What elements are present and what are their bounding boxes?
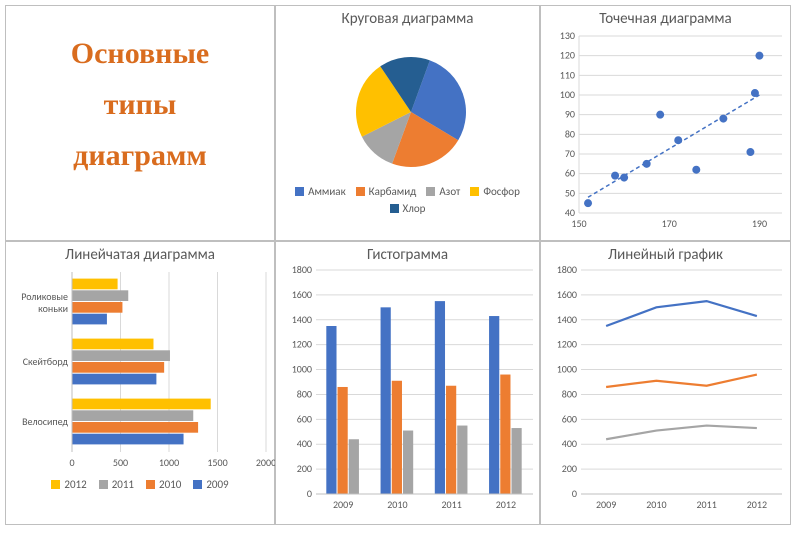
svg-text:200: 200 bbox=[297, 462, 312, 475]
line-panel: Линейный график 0 200 400 600 800 1000 1200 140… bbox=[540, 241, 791, 525]
svg-text:90: 90 bbox=[565, 108, 575, 121]
svg-text:2011: 2011 bbox=[441, 498, 461, 511]
svg-text:100: 100 bbox=[560, 88, 575, 101]
legend-item: Карбамид bbox=[356, 185, 417, 198]
chart-grid: Основные типы диаграмм Круговая диаграмм… bbox=[0, 0, 800, 541]
svg-text:1800: 1800 bbox=[292, 266, 312, 276]
line-chart: 0 200 400 600 800 1000 1200 1400 1600 1800 2009 201… bbox=[541, 266, 792, 516]
line-title: Линейный график bbox=[541, 246, 790, 264]
histogram-title: Гистограмма bbox=[276, 246, 539, 264]
title-cell: Основные типы диаграмм bbox=[5, 5, 275, 241]
svg-text:500: 500 bbox=[113, 456, 128, 469]
barh-panel: Линейчатая диаграмма 0500100015002000Рол… bbox=[5, 241, 275, 525]
svg-text:190: 190 bbox=[752, 217, 767, 230]
svg-text:1600: 1600 bbox=[557, 288, 577, 301]
legend-item: 2012 bbox=[51, 478, 86, 491]
svg-text:800: 800 bbox=[297, 387, 312, 400]
svg-text:1500: 1500 bbox=[207, 456, 227, 469]
barh-chart: 0500100015002000РоликовыеконькиСкейтборд… bbox=[6, 266, 276, 476]
svg-text:170: 170 bbox=[662, 217, 677, 230]
svg-text:2012: 2012 bbox=[496, 498, 516, 511]
svg-text:600: 600 bbox=[562, 412, 577, 425]
svg-text:70: 70 bbox=[565, 147, 575, 160]
svg-text:1600: 1600 bbox=[292, 288, 312, 301]
svg-text:2010: 2010 bbox=[646, 498, 666, 511]
svg-text:коньки: коньки bbox=[38, 302, 68, 315]
pie-chart bbox=[276, 30, 541, 185]
svg-text:110: 110 bbox=[560, 68, 575, 81]
svg-text:2012: 2012 bbox=[747, 498, 767, 511]
svg-text:120: 120 bbox=[560, 49, 575, 62]
svg-text:0: 0 bbox=[69, 456, 74, 469]
svg-text:0: 0 bbox=[572, 487, 577, 500]
svg-text:400: 400 bbox=[297, 437, 312, 450]
svg-text:0: 0 bbox=[307, 487, 312, 500]
svg-text:1000: 1000 bbox=[159, 456, 179, 469]
svg-text:60: 60 bbox=[565, 167, 575, 180]
svg-text:50: 50 bbox=[565, 186, 575, 199]
barh-title-text: Линейчатая диаграмма bbox=[65, 246, 215, 264]
svg-text:1200: 1200 bbox=[292, 338, 312, 351]
legend-item: Фосфор bbox=[470, 185, 520, 198]
svg-text:2009: 2009 bbox=[596, 498, 616, 511]
legend-item: 2010 bbox=[146, 478, 181, 491]
svg-text:Скейтборд: Скейтборд bbox=[23, 355, 69, 368]
svg-text:800: 800 bbox=[562, 387, 577, 400]
svg-text:2011: 2011 bbox=[696, 498, 716, 511]
svg-text:Велосипед: Велосипед bbox=[22, 415, 68, 428]
legend-item: 2009 bbox=[193, 478, 228, 491]
title-line2: типы bbox=[6, 79, 274, 130]
svg-text:1000: 1000 bbox=[557, 363, 577, 376]
svg-text:1000: 1000 bbox=[292, 363, 312, 376]
svg-text:1800: 1800 bbox=[557, 266, 577, 276]
svg-text:200: 200 bbox=[562, 462, 577, 475]
barh-title: Линейчатая диаграмма bbox=[6, 246, 274, 264]
main-title: Основные типы диаграмм bbox=[6, 6, 274, 181]
svg-text:130: 130 bbox=[560, 30, 575, 42]
pie-legend: Аммиак Карбамид Азот Фосфор Хлор bbox=[276, 185, 539, 215]
scatter-panel: Точечная диаграмма 405060708090100110120… bbox=[540, 5, 791, 241]
svg-text:2010: 2010 bbox=[387, 498, 407, 511]
svg-text:1200: 1200 bbox=[557, 338, 577, 351]
scatter-title: Точечная диаграмма bbox=[541, 10, 790, 28]
histogram-chart: 0 200 400 600 800 1000 1200 1400 1600 1800 2009 201… bbox=[276, 266, 541, 516]
barh-legend: 2012 2011 2010 2009 bbox=[6, 476, 274, 495]
svg-text:80: 80 bbox=[565, 127, 575, 140]
pie-title: Круговая диаграмма bbox=[276, 10, 539, 28]
svg-text:2009: 2009 bbox=[333, 498, 353, 511]
svg-text:150: 150 bbox=[571, 217, 586, 230]
svg-text:400: 400 bbox=[562, 437, 577, 450]
legend-item: 2011 bbox=[99, 478, 134, 491]
svg-text:1400: 1400 bbox=[557, 313, 577, 326]
title-line3: диаграмм bbox=[6, 130, 274, 181]
scatter-chart: 405060708090100110120130150170190 bbox=[541, 30, 792, 235]
legend-item: Аммиак bbox=[295, 185, 346, 198]
histogram-panel: Гистограмма 0 200 400 600 800 1000 1200 1400 160… bbox=[275, 241, 540, 525]
legend-item: Азот bbox=[426, 185, 460, 198]
svg-text:600: 600 bbox=[297, 412, 312, 425]
legend-item: Хлор bbox=[390, 202, 426, 215]
svg-text:2000: 2000 bbox=[256, 456, 276, 469]
pie-chart-panel: Круговая диаграмма Аммиак Карбамид Азот Фос… bbox=[275, 5, 540, 241]
title-line1: Основные bbox=[6, 28, 274, 79]
svg-text:1400: 1400 bbox=[292, 313, 312, 326]
